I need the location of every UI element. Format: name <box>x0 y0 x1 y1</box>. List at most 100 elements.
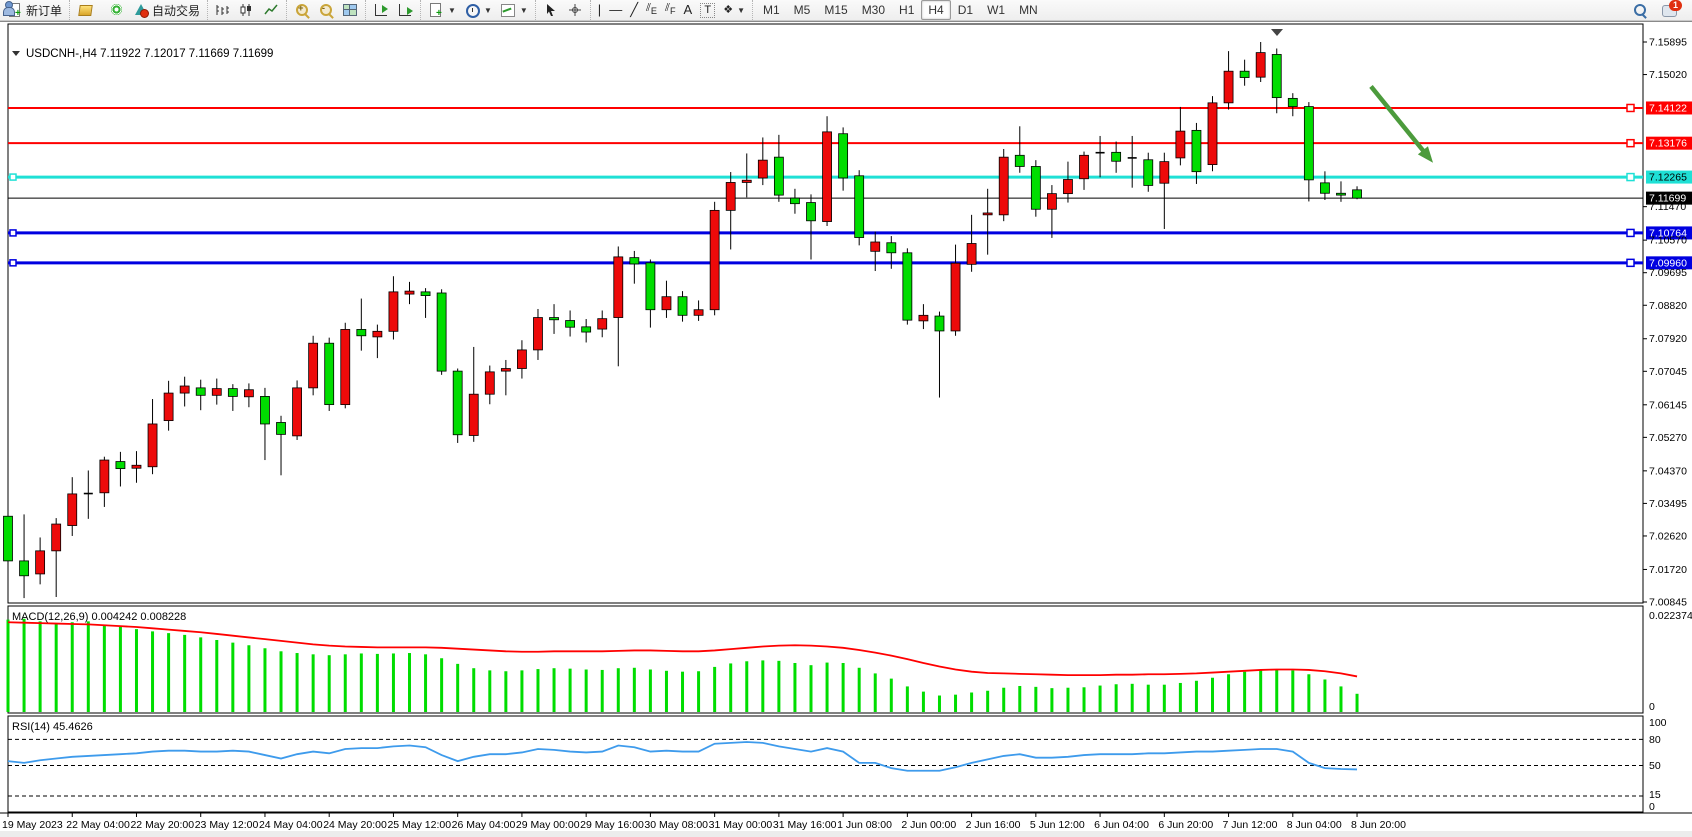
signals-button[interactable] <box>105 0 129 20</box>
chart-shift-button[interactable] <box>393 0 417 20</box>
candle-body-up <box>870 241 881 252</box>
candle-body-down <box>1287 97 1298 107</box>
x-tick-label: 29 May 00:00 <box>516 819 580 831</box>
line-chart-icon <box>263 2 279 18</box>
notification-badge: 1 <box>1669 0 1682 11</box>
candle-body-down <box>1352 189 1362 199</box>
bar-chart-button[interactable] <box>211 0 235 20</box>
y-tick-label: 7.15020 <box>1649 69 1687 81</box>
cursor-button[interactable] <box>539 0 563 20</box>
timeframe-button-m5[interactable]: M5 <box>793 3 811 17</box>
candle-doji-dash <box>83 492 93 495</box>
candle-body-down <box>115 461 126 470</box>
timeframe-button-h1[interactable]: H1 <box>899 3 915 17</box>
horizontal-line-icon: — <box>609 2 623 17</box>
search-button[interactable] <box>1628 0 1652 20</box>
auto-trading-button[interactable]: 自动交易 <box>129 0 204 20</box>
level-line-left-handle-7.12265[interactable] <box>9 173 17 181</box>
macd-axis-zero: 0 <box>1649 701 1655 713</box>
toolbar-group-dropdowns: + ▼ ▼ ▼ <box>420 0 535 20</box>
candle-body-up <box>1047 193 1057 210</box>
new-order-label: 新订单 <box>26 3 63 18</box>
chart-title-collapse-icon[interactable] <box>12 51 20 56</box>
level-line-handle-7.10764[interactable] <box>1626 228 1635 238</box>
chart-title: USDCNH-,H4 7.11922 7.12017 7.11669 7.116… <box>26 48 273 60</box>
x-tick-label: 7 Jun 12:00 <box>1223 819 1278 831</box>
rsi-pane-border <box>7 715 1644 813</box>
profile-button[interactable] <box>3 0 105 20</box>
rsi-axis-label: 80 <box>1649 734 1661 746</box>
toolbar-group-zoom: + - <box>286 0 365 20</box>
level-line-left-handle-7.10764[interactable] <box>9 229 17 237</box>
zoom-out-button[interactable]: - <box>314 0 338 20</box>
window-bottom-strip <box>0 831 1692 837</box>
candle-body-up <box>533 317 543 351</box>
candle-body-up <box>998 156 1009 216</box>
x-tick-label: 8 Jun 20:00 <box>1351 819 1406 831</box>
fibonacci-tool[interactable]: ⫽F <box>661 0 680 20</box>
y-tick-label: 7.10570 <box>1649 235 1687 247</box>
auto-trading-label: 自动交易 <box>152 3 201 18</box>
level-line-left-handle-7.09960[interactable] <box>9 259 17 267</box>
trendline-tool[interactable]: ╱ <box>626 0 642 20</box>
auto-scroll-button[interactable] <box>369 0 393 20</box>
level-line-handle-7.12265[interactable] <box>1626 172 1635 182</box>
market-watch-button[interactable] <box>73 0 97 20</box>
x-tick-label: 30 May 08:00 <box>644 819 708 831</box>
toolbar: + 新订单 自动交易 + - + ▼ <box>0 0 1692 21</box>
timeframe-button-m30[interactable]: M30 <box>861 3 886 17</box>
timeframe-button-d1[interactable]: D1 <box>957 3 974 17</box>
crosshair-button[interactable] <box>563 0 587 20</box>
zoom-in-icon: + <box>294 2 310 19</box>
horizontal-line-tool[interactable]: — <box>605 0 626 20</box>
periods-dropdown[interactable]: ▼ <box>460 0 496 20</box>
candle-body-down <box>629 257 640 265</box>
candle-body-down <box>1303 106 1314 181</box>
market-watch-icon <box>77 2 93 18</box>
vertical-line-tool[interactable]: | <box>594 0 605 20</box>
arrows-tool-dropdown[interactable]: ❖ ▼ <box>723 4 745 16</box>
candlestick-icon <box>239 2 255 18</box>
y-tick-label: 7.07045 <box>1649 366 1687 378</box>
timeframe-button-m1[interactable]: M1 <box>763 3 780 17</box>
channel-tool[interactable]: ⫽E <box>642 0 661 20</box>
notifications-button[interactable]: 1 <box>1658 0 1684 20</box>
line-chart-button[interactable] <box>259 0 283 20</box>
timeframe-button-mn[interactable]: MN <box>1019 3 1038 17</box>
candle-body-up <box>1175 130 1186 159</box>
trend-arrow-line[interactable] <box>1369 85 1429 157</box>
candlestick-button[interactable] <box>235 0 259 20</box>
timeframe-button-h4[interactable]: H4 <box>921 0 951 20</box>
text-label-tool[interactable]: T <box>696 0 719 20</box>
y-tick-label: 7.09695 <box>1649 267 1687 279</box>
new-chart-dropdown[interactable]: + ▼ <box>424 0 460 20</box>
candle-body-down <box>645 262 656 311</box>
candle-body-up <box>163 392 174 422</box>
zoom-in-button[interactable]: + <box>290 0 314 20</box>
level-line-handle-7.13176[interactable] <box>1626 138 1635 148</box>
candle-body-down <box>934 315 945 332</box>
level-line-handle-7.09960[interactable] <box>1626 258 1635 268</box>
candle-body-down <box>806 202 816 222</box>
candle-body-up <box>725 182 736 211</box>
rsi-axis-label: 100 <box>1649 717 1667 729</box>
candle-body-up <box>468 393 479 436</box>
candle-body-down <box>838 133 849 179</box>
arrows-icon: ❖ <box>723 4 734 16</box>
chart-shift-marker[interactable] <box>1271 29 1283 36</box>
timeframe-button-w1[interactable]: W1 <box>987 3 1006 17</box>
indicators-dropdown[interactable]: ▼ <box>496 0 532 20</box>
level-line-handle-7.14122[interactable] <box>1626 103 1635 113</box>
timeframe-button-m15[interactable]: M15 <box>824 3 848 17</box>
text-tool[interactable]: A <box>680 0 697 20</box>
level-price-label: 7.14122 <box>1649 102 1687 114</box>
chat-icon: 1 <box>1662 0 1682 18</box>
tile-windows-button[interactable] <box>338 0 362 20</box>
chart-canvas[interactable]: 7.14122 7.13176 7.12265 7.10764 7.09960 7.116… <box>0 22 1692 837</box>
candle-body-up <box>757 159 768 179</box>
trendline-icon: ╱ <box>630 2 639 17</box>
trend-arrow-head[interactable] <box>1417 146 1433 163</box>
level-price-badge <box>1646 101 1692 115</box>
x-tick-label: 2 Jun 16:00 <box>966 819 1021 831</box>
